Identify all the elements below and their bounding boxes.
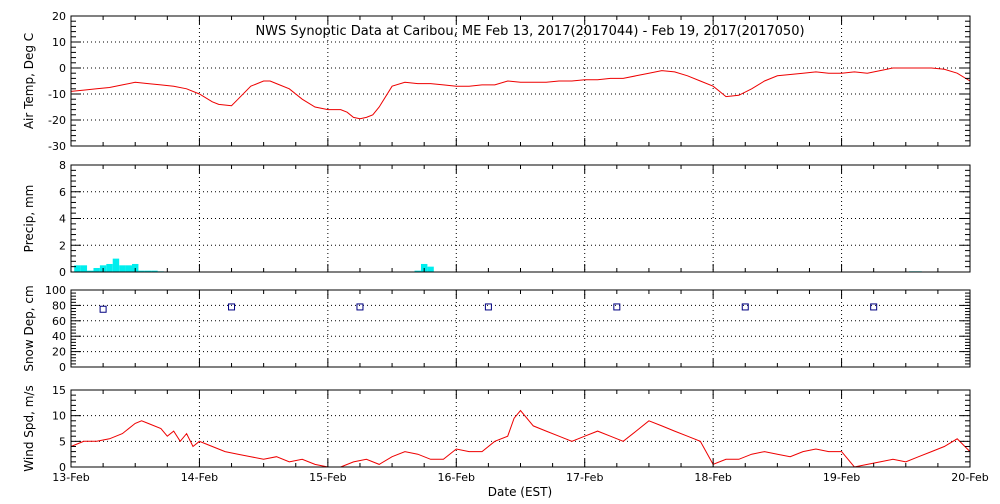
y-tick-label: 2: [59, 239, 66, 252]
y-tick-label: 15: [52, 384, 66, 397]
x-tick-label: 18-Feb: [694, 471, 731, 484]
precip-bar: [427, 266, 434, 272]
y-tick-label: 60: [52, 315, 66, 328]
y-tick-label: 20: [52, 10, 66, 23]
precip-bar: [414, 270, 421, 272]
precip-bar: [87, 270, 94, 272]
snow-depth-marker: [741, 303, 749, 311]
y-tick-label: -30: [48, 140, 66, 153]
snow-depth-marker: [356, 303, 364, 311]
precip-bar: [420, 263, 428, 272]
precip-bar: [93, 267, 100, 272]
x-axis-label: Date (EST): [488, 485, 552, 499]
x-tick-label: 15-Feb: [309, 471, 346, 484]
precip-bar: [125, 265, 133, 272]
y-tick-label: 0: [59, 266, 66, 279]
precip-bar: [112, 258, 120, 272]
chart-title: NWS Synoptic Data at Caribou, ME Feb 13,…: [255, 24, 804, 39]
precip-bar: [138, 270, 145, 272]
y-tick-label: 20: [52, 346, 66, 359]
y-axis-label: Wind Spd, m/s: [22, 385, 36, 471]
snow-depth-marker: [484, 303, 492, 311]
y-tick-label: -10: [48, 88, 66, 101]
y-tick-label: 5: [59, 435, 66, 448]
y-tick-label: 100: [45, 284, 66, 297]
y-tick-label: 0: [59, 361, 66, 374]
y-tick-label: 40: [52, 330, 66, 343]
y-tick-label: 6: [59, 186, 66, 199]
panel-frame: [70, 389, 971, 468]
y-tick-label: -20: [48, 114, 66, 127]
x-tick-label: 14-Feb: [181, 471, 218, 484]
x-tick-label: 13-Feb: [52, 471, 89, 484]
precip-bar: [151, 270, 158, 272]
x-tick-label: 20-Feb: [951, 471, 988, 484]
x-tick-label: 19-Feb: [823, 471, 860, 484]
y-axis-label: Air Temp, Deg C: [22, 33, 36, 129]
series-line: [70, 67, 971, 120]
snow-depth-marker: [228, 303, 236, 311]
y-tick-label: 0: [59, 62, 66, 75]
y-axis-label: Snow Dep, cm: [22, 285, 36, 371]
snow-depth-marker: [613, 303, 621, 311]
y-tick-label: 4: [59, 213, 66, 226]
precip-bar: [132, 263, 139, 272]
precip-bar: [119, 265, 126, 272]
y-tick-label: 0: [59, 461, 66, 474]
precip-bar: [80, 265, 88, 272]
x-tick-label: 16-Feb: [438, 471, 475, 484]
y-tick-label: 10: [52, 36, 66, 49]
snow-depth-marker: [99, 305, 107, 313]
panel-frame: [70, 289, 971, 368]
series-line: [70, 409, 971, 468]
precip-bar: [106, 263, 113, 272]
precip-bar: [144, 270, 152, 272]
precip-bar: [74, 265, 81, 272]
y-tick-label: 10: [52, 410, 66, 423]
snow-depth-marker: [870, 303, 878, 311]
x-tick-label: 17-Feb: [566, 471, 603, 484]
y-tick-label: 8: [59, 159, 66, 172]
y-tick-label: 80: [52, 299, 66, 312]
y-axis-label: Precip, mm: [22, 185, 36, 253]
